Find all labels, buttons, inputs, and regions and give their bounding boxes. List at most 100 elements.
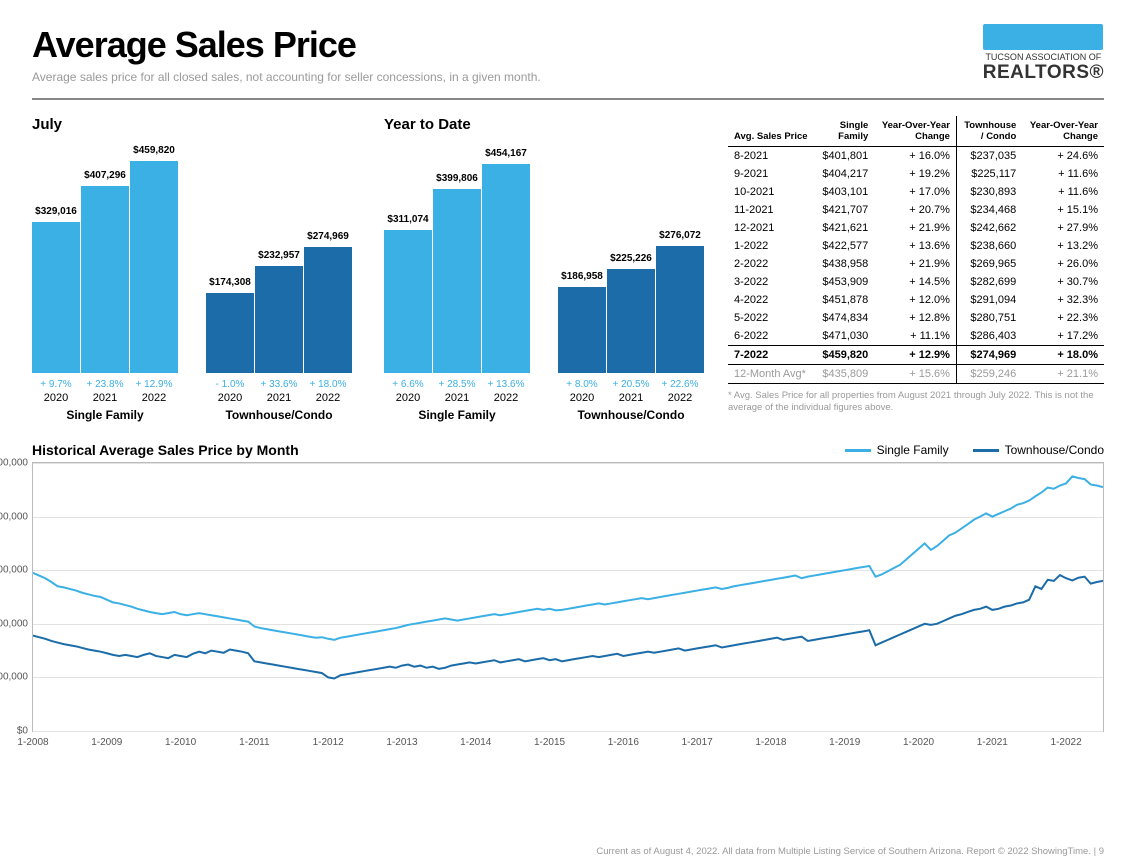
table-cell: + 19.2% [874,165,956,183]
line-chart-section: Historical Average Sales Price by Month … [32,442,1104,732]
data-table: Avg. Sales PriceSingleFamilyYear-Over-Ye… [728,116,1104,422]
table-header: Year-Over-YearChange [1022,116,1104,147]
legend-item: Townhouse/Condo [973,443,1104,457]
table-cell: $242,662 [956,219,1022,237]
bar-charts: July $329,016$407,296$459,820 + 9.7%+ 23.8… [32,116,704,422]
pct-row: + 6.6%+ 28.5%+ 13.6% [384,379,530,390]
bars-container: $329,016$407,296$459,820 [32,143,178,373]
table-cell: $269,965 [956,255,1022,273]
year-row: 202020212022 [206,392,352,404]
bar-value-label: $276,072 [659,230,701,241]
bar-value-label: $311,074 [387,214,428,225]
x-axis-label: 1-2008 [17,737,48,748]
table-cell: + 15.1% [1022,201,1104,219]
table-row: 1-2022$422,577+ 13.6%$238,660+ 13.2% [728,237,1104,255]
bar: $407,296 [81,186,129,373]
table-cell: $471,030 [815,327,874,346]
bar-group-label: Townhouse/Condo [225,408,332,422]
gridline [33,731,1103,732]
table-cell: + 11.1% [874,327,956,346]
bar-year: 2021 [81,392,129,404]
x-axis-label: 1-2021 [977,737,1008,748]
line-chart-title: Historical Average Sales Price by Month [32,442,299,458]
bar-year: 2021 [607,392,655,404]
x-axis-label: 1-2019 [829,737,860,748]
table-row: 6-2022$471,030+ 11.1%$286,403+ 17.2% [728,327,1104,346]
bar-pct: + 20.5% [607,379,655,390]
table-cell: + 12.0% [874,291,956,309]
bar-pct: + 8.0% [558,379,606,390]
line-chart-box: $0$100,000$200,000$300,000$400,000$500,0… [32,462,1104,732]
bar: $311,074 [384,230,432,373]
table-footnote: * Avg. Sales Price for all properties fr… [728,390,1104,415]
table-cell: $404,217 [815,165,874,183]
table-cell: + 17.0% [874,183,956,201]
table-cell: + 11.6% [1022,165,1104,183]
x-axis-label: 1-2017 [682,737,713,748]
table-header: Townhouse/ Condo [956,116,1022,147]
table-cell: 7-2022 [728,346,815,365]
table-cell: + 26.0% [1022,255,1104,273]
bar-value-label: $232,957 [258,250,300,261]
bar-pct: + 6.6% [384,379,432,390]
year-row: 202020212022 [558,392,704,404]
bar-group-label: Townhouse/Condo [577,408,684,422]
page-header: Average Sales Price Average sales price … [32,24,1104,100]
table-cell: 9-2021 [728,165,815,183]
table-row: 9-2021$404,217+ 19.2%$225,117+ 11.6% [728,165,1104,183]
table-row: 2-2022$438,958+ 21.9%$269,965+ 26.0% [728,255,1104,273]
table-cell: 12-2021 [728,219,815,237]
legend-label: Townhouse/Condo [1005,443,1104,457]
table-cell: $474,834 [815,309,874,327]
table-cell: 3-2022 [728,273,815,291]
bar-value-label: $399,806 [436,173,478,184]
bar-pct: - 1.0% [206,379,254,390]
bar-pct: + 13.6% [482,379,530,390]
bar-panel: July $329,016$407,296$459,820 + 9.7%+ 23.8… [32,116,352,422]
bar-year: 2022 [304,392,352,404]
bars-container: $174,308$232,957$274,969 [206,143,352,373]
table-cell: + 32.3% [1022,291,1104,309]
year-row: 202020212022 [384,392,530,404]
table-cell: + 21.1% [1022,365,1104,384]
bar-group-label: Single Family [418,408,495,422]
bar-panel: Year to Date$311,074$399,806$454,167+ 6.… [384,116,704,422]
bar-year: 2022 [482,392,530,404]
table-cell: $459,820 [815,346,874,365]
bar-group-label: Single Family [66,408,143,422]
x-axis-label: 1-2013 [386,737,417,748]
table-row: 5-2022$474,834+ 12.8%$280,751+ 22.3% [728,309,1104,327]
bar: $276,072 [656,246,704,373]
bar-year: 2022 [656,392,704,404]
bar-group: $186,958$225,226$276,072+ 8.0%+ 20.5%+ 2… [558,143,704,422]
y-axis-label: $200,000 [0,618,28,629]
table-cell: $403,101 [815,183,874,201]
bar: $174,308 [206,293,254,373]
bar-pct: + 9.7% [32,379,80,390]
x-axis-label: 1-2015 [534,737,565,748]
bar-value-label: $225,226 [610,253,652,264]
legend-swatch [973,449,999,452]
table-row: 12-Month Avg*$435,809+ 15.6%$259,246+ 21… [728,365,1104,384]
table-header: Year-Over-YearChange [874,116,956,147]
bar-panel-title: July [32,116,352,133]
table-cell: + 12.8% [874,309,956,327]
table-cell: 2-2022 [728,255,815,273]
table-cell: $291,094 [956,291,1022,309]
line-series [33,575,1103,678]
table-cell: 5-2022 [728,309,815,327]
bar: $186,958 [558,287,606,373]
table-cell: + 12.9% [874,346,956,365]
table-row: 11-2021$421,707+ 20.7%$234,468+ 15.1% [728,201,1104,219]
x-axis-label: 1-2014 [460,737,491,748]
table-cell: 6-2022 [728,327,815,346]
table-cell: + 20.7% [874,201,956,219]
table-cell: + 18.0% [1022,346,1104,365]
bar-pct: + 23.8% [81,379,129,390]
table-cell: $225,117 [956,165,1022,183]
bar-pct: + 12.9% [130,379,178,390]
table-cell: + 17.2% [1022,327,1104,346]
legend-label: Single Family [877,443,949,457]
legend-item: Single Family [845,443,949,457]
bar-group: $311,074$399,806$454,167+ 6.6%+ 28.5%+ 1… [384,143,530,422]
